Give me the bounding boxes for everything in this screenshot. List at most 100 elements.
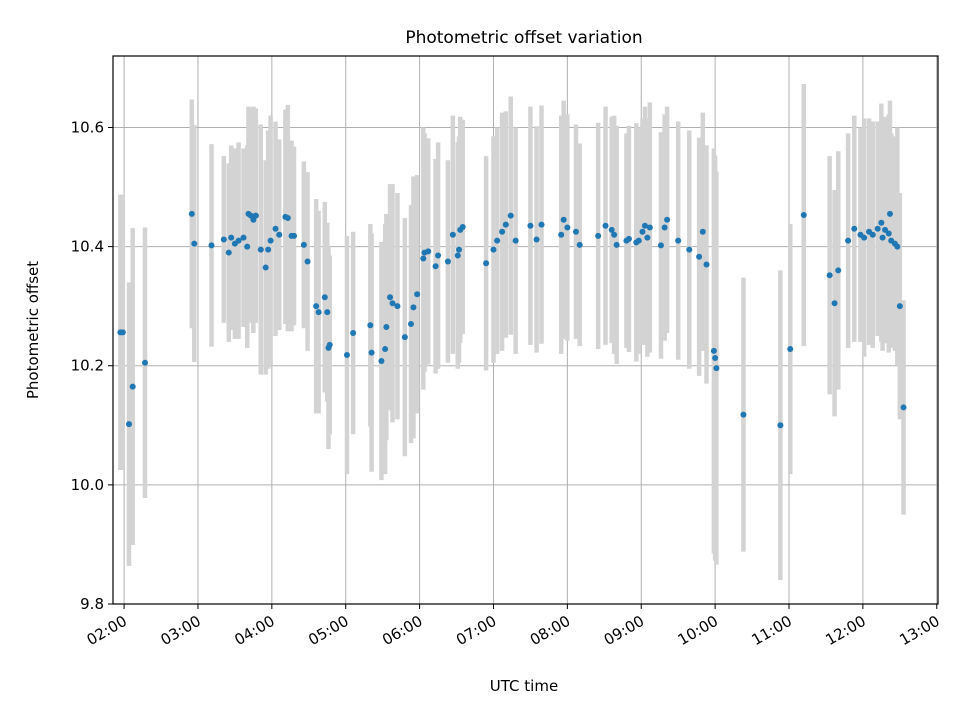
- data-point: [126, 421, 133, 428]
- data-point: [444, 258, 451, 265]
- data-point: [885, 230, 892, 237]
- data-point: [324, 309, 331, 316]
- x-tick-label: 03:00: [158, 612, 204, 649]
- data-point: [639, 228, 646, 235]
- data-point: [235, 237, 242, 244]
- data-point: [315, 309, 322, 316]
- data-point: [225, 249, 232, 256]
- data-point: [661, 224, 668, 231]
- data-point: [257, 246, 264, 253]
- data-point: [191, 240, 198, 247]
- x-tick-label: 10:00: [675, 612, 721, 649]
- data-point: [831, 300, 838, 307]
- data-point: [845, 237, 852, 244]
- data-point: [394, 303, 401, 310]
- data-point: [740, 411, 747, 418]
- data-point: [304, 258, 311, 265]
- data-point: [208, 242, 215, 249]
- data-point: [882, 226, 889, 233]
- data-point: [611, 231, 618, 238]
- data-point: [712, 354, 719, 361]
- data-point: [646, 224, 653, 231]
- data-point: [483, 260, 490, 267]
- x-tick-label: 13:00: [896, 612, 942, 649]
- data-point: [321, 294, 328, 301]
- data-point: [228, 234, 235, 241]
- data-point: [710, 347, 717, 354]
- x-tick-label: 11:00: [749, 612, 795, 649]
- data-point: [387, 294, 394, 301]
- data-point: [414, 291, 421, 298]
- data-point: [432, 263, 439, 270]
- data-point: [696, 253, 703, 260]
- data-point: [595, 232, 602, 239]
- data-point: [635, 237, 642, 244]
- x-tick-label: 08:00: [527, 612, 573, 649]
- data-point: [699, 228, 706, 235]
- data-point: [644, 234, 651, 241]
- data-point: [378, 357, 385, 364]
- data-point: [576, 241, 583, 248]
- data-point: [420, 255, 427, 262]
- data-point: [657, 242, 664, 249]
- data-point: [291, 232, 298, 239]
- data-point: [572, 228, 579, 235]
- y-tick-label: 9.8: [80, 595, 104, 613]
- data-point: [564, 224, 571, 231]
- data-point: [878, 219, 885, 226]
- data-point: [641, 222, 648, 229]
- chart-title: Photometric offset variation: [405, 28, 642, 48]
- data-point: [499, 228, 506, 235]
- y-tick-label: 10.6: [71, 118, 104, 136]
- data-point: [533, 236, 540, 243]
- data-point: [129, 383, 136, 390]
- data-point: [664, 216, 671, 223]
- data-point: [777, 422, 784, 429]
- data-point: [686, 246, 693, 253]
- data-point: [188, 210, 195, 217]
- data-point: [613, 241, 620, 248]
- data-point: [459, 223, 466, 230]
- data-point: [368, 349, 375, 356]
- plot-frame: [112, 55, 939, 605]
- data-point: [900, 404, 907, 411]
- data-point: [494, 237, 501, 244]
- data-point: [300, 241, 307, 248]
- data-point: [401, 334, 408, 341]
- data-point: [367, 322, 374, 329]
- data-point: [512, 237, 519, 244]
- x-tick-label: 05:00: [305, 612, 351, 649]
- data-point: [502, 221, 509, 228]
- data-point: [874, 225, 881, 232]
- data-point: [490, 246, 497, 253]
- data-point: [389, 300, 396, 307]
- data-point: [869, 231, 876, 238]
- data-point: [507, 212, 514, 219]
- x-tick-label: 04:00: [231, 612, 277, 649]
- x-tick-label: 07:00: [453, 612, 499, 649]
- data-point: [343, 352, 350, 359]
- y-tick-label: 10.2: [71, 357, 104, 375]
- data-point: [410, 304, 417, 311]
- x-tick-label: 12:00: [822, 612, 868, 649]
- data-point: [262, 264, 269, 271]
- data-point: [879, 234, 886, 241]
- data-point: [267, 237, 274, 244]
- x-axis: 02:00 03:00 04:00 05:00 06:00 07:00 08:00 09:00…: [84, 604, 943, 649]
- data-point: [425, 248, 432, 255]
- data-point: [252, 212, 259, 219]
- data-point: [608, 226, 615, 233]
- x-tick-label: 06:00: [379, 612, 425, 649]
- data-point: [675, 237, 682, 244]
- data-point: [861, 234, 868, 241]
- data-point: [119, 329, 126, 336]
- data-point: [284, 215, 291, 222]
- data-point: [625, 235, 632, 242]
- data-point: [538, 221, 545, 228]
- y-tick-label: 10.4: [71, 238, 104, 256]
- data-point: [787, 346, 794, 353]
- data-points: [117, 210, 907, 429]
- data-point: [851, 225, 858, 232]
- data-point: [800, 212, 807, 219]
